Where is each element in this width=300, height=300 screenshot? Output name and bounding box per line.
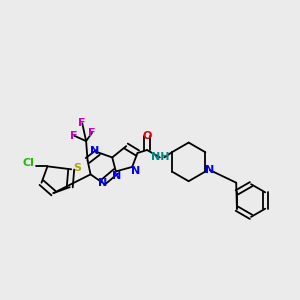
Text: F: F [70, 131, 78, 141]
Text: Cl: Cl [22, 158, 34, 168]
Text: N: N [90, 146, 100, 156]
Text: F: F [79, 118, 86, 128]
Text: NH: NH [151, 152, 169, 162]
Text: O: O [142, 131, 152, 141]
Text: S: S [73, 164, 81, 173]
Text: N: N [112, 171, 121, 181]
Text: N: N [98, 178, 107, 188]
Text: N: N [130, 166, 140, 176]
Text: N: N [205, 165, 214, 175]
Text: F: F [88, 128, 96, 138]
